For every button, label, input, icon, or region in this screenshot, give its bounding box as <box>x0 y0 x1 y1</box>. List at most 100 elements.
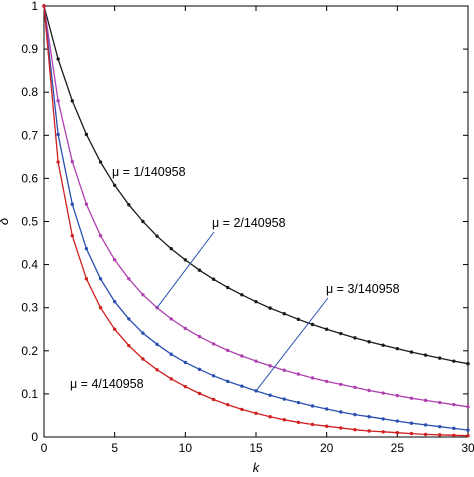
data-point <box>339 382 343 387</box>
data-point <box>183 258 188 262</box>
series-2 <box>42 4 470 409</box>
data-point <box>296 400 301 405</box>
data-point <box>423 353 428 357</box>
data-point <box>296 317 301 322</box>
data-point <box>197 391 202 396</box>
data-point <box>98 306 103 310</box>
data-point <box>296 372 301 376</box>
data-point <box>70 234 74 238</box>
x-tick-label: 25 <box>391 441 405 455</box>
data-point <box>112 258 117 262</box>
data-point <box>268 393 272 397</box>
data-point <box>183 360 188 365</box>
data-point <box>324 379 329 384</box>
data-point <box>197 334 202 339</box>
data-point <box>127 343 131 348</box>
data-point <box>240 293 244 297</box>
data-point <box>353 427 357 432</box>
data-point <box>56 99 60 103</box>
data-point <box>466 362 470 366</box>
data-point <box>240 354 244 358</box>
data-point <box>381 430 385 434</box>
y-tick-label: 1 <box>31 0 38 13</box>
series-4 <box>42 4 470 438</box>
data-point <box>141 357 145 361</box>
data-point <box>155 368 159 372</box>
data-point <box>409 421 414 425</box>
y-tick-label: 0.1 <box>21 387 38 401</box>
data-point <box>324 327 329 331</box>
data-point <box>254 299 258 304</box>
data-point <box>240 407 244 412</box>
x-tick-label: 30 <box>461 441 474 455</box>
annotation-label: μ = 1/140958 <box>112 165 186 179</box>
data-point <box>211 374 216 378</box>
data-point <box>183 384 188 389</box>
data-point <box>127 277 131 281</box>
y-tick-label: 0.8 <box>21 85 38 99</box>
y-tick-label: 0.2 <box>21 344 38 358</box>
data-point <box>452 426 456 431</box>
x-tick-label: 0 <box>41 441 48 455</box>
data-point <box>98 160 103 164</box>
data-point <box>438 433 442 437</box>
annotation-label: μ = 3/140958 <box>326 282 400 296</box>
data-point <box>367 388 371 393</box>
data-point <box>409 350 414 354</box>
data-point <box>353 336 357 340</box>
data-point <box>98 277 103 281</box>
data-point <box>141 331 145 335</box>
series-line <box>43 5 469 408</box>
series-1 <box>42 4 470 366</box>
y-axis-label: δ <box>0 217 11 225</box>
data-point <box>127 317 131 321</box>
data-point <box>381 391 385 395</box>
data-point <box>211 397 216 402</box>
data-point <box>310 376 315 380</box>
data-point <box>197 367 202 372</box>
data-point <box>70 99 74 103</box>
y-tick-label: 0.5 <box>21 215 38 229</box>
data-point <box>169 317 173 321</box>
data-point <box>310 322 315 327</box>
series-line <box>43 5 469 365</box>
x-axis-label: k <box>253 460 261 475</box>
data-point <box>395 393 400 398</box>
data-point <box>381 343 385 347</box>
data-point <box>70 159 74 164</box>
data-point <box>226 348 230 353</box>
data-point <box>226 285 230 290</box>
x-tick-label: 15 <box>249 441 263 455</box>
x-tick-label: 5 <box>111 441 118 455</box>
data-point <box>409 431 414 436</box>
data-point <box>268 415 272 419</box>
x-tick-label: 20 <box>320 441 334 455</box>
annotation-label: μ = 2/140958 <box>212 216 286 230</box>
data-point <box>423 423 428 427</box>
data-point <box>367 415 371 419</box>
data-point <box>84 202 89 206</box>
data-point <box>127 202 131 207</box>
data-point <box>395 430 400 435</box>
annotation-leader-line <box>156 231 215 309</box>
data-point <box>367 429 371 433</box>
data-point <box>395 346 400 351</box>
data-point <box>56 57 60 61</box>
data-point <box>112 299 117 304</box>
data-point <box>268 306 272 310</box>
data-point <box>169 246 173 251</box>
data-point <box>282 312 286 316</box>
data-point <box>324 424 329 428</box>
data-point <box>395 419 400 423</box>
data-point <box>466 434 470 438</box>
data-point <box>438 356 442 360</box>
data-point <box>452 359 456 363</box>
data-point <box>353 385 357 390</box>
data-point <box>84 277 89 281</box>
data-point <box>155 342 159 347</box>
data-point <box>381 417 385 421</box>
data-point <box>438 424 442 429</box>
data-point <box>423 432 428 437</box>
data-point <box>296 420 301 425</box>
